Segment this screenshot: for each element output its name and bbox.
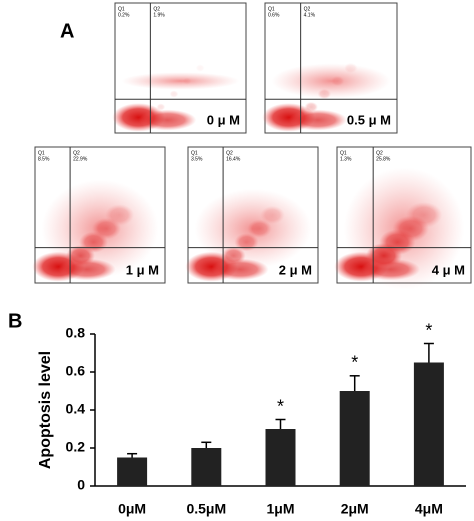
- quadrant-name: Q1: [340, 150, 347, 156]
- bar: [413, 362, 444, 486]
- cell-cloud: [182, 77, 192, 85]
- x-tick-label: 0μM: [118, 501, 146, 517]
- cell-cloud: [288, 109, 347, 131]
- quadrant-percent: 25.8%: [376, 156, 391, 162]
- cell-cloud: [121, 72, 240, 90]
- y-tick-label: 0.2: [66, 439, 86, 455]
- quadrant-percent: 0.2%: [118, 12, 130, 18]
- cell-cloud: [406, 202, 443, 228]
- quadrant-percent: 1.3%: [340, 156, 352, 162]
- quadrant-percent: 1.9%: [153, 12, 165, 18]
- quadrant-percent: 3.5%: [191, 156, 203, 162]
- condition-label: 4 μ M: [432, 262, 465, 277]
- y-tick-label: 0.8: [66, 325, 86, 341]
- condition-label: 2 μ M: [279, 262, 312, 277]
- y-tick-label: 0.4: [66, 401, 86, 417]
- bar: [117, 457, 148, 486]
- quadrant-name: Q1: [191, 150, 198, 156]
- quadrant-name: Q2: [153, 6, 160, 12]
- cell-cloud: [211, 258, 269, 281]
- condition-label: 1 μ M: [126, 262, 159, 277]
- y-tick-label: 0.6: [66, 363, 86, 379]
- cell-cloud: [105, 204, 134, 226]
- panel-label: B: [8, 310, 22, 332]
- cell-cloud: [195, 64, 205, 72]
- quadrant-name: Q2: [376, 150, 383, 156]
- condition-label: 0.5 μ M: [347, 112, 391, 127]
- quadrant-name: Q1: [268, 6, 275, 12]
- panel-label: A: [60, 20, 74, 42]
- cell-cloud: [317, 88, 332, 100]
- cell-cloud: [330, 75, 345, 87]
- cell-cloud: [234, 233, 259, 252]
- quadrant-percent: 0.6%: [268, 12, 280, 18]
- quadrant-name: Q2: [304, 6, 311, 12]
- cell-cloud: [138, 109, 197, 131]
- significance-mark: *: [277, 396, 284, 416]
- cell-cloud: [169, 90, 179, 98]
- bar: [339, 391, 370, 486]
- cell-cloud: [304, 101, 318, 113]
- bar: [191, 448, 222, 486]
- y-tick-label: 0: [77, 477, 85, 493]
- cell-cloud: [344, 62, 358, 74]
- cell-cloud: [260, 205, 285, 225]
- x-tick-label: 2μM: [341, 501, 369, 517]
- quadrant-name: Q1: [38, 150, 45, 156]
- significance-mark: *: [351, 353, 358, 373]
- quadrant-name: Q2: [226, 150, 233, 156]
- condition-label: 0 μ M: [207, 112, 240, 127]
- quadrant-name: Q1: [118, 6, 125, 12]
- quadrant-percent: 22.9%: [73, 156, 88, 162]
- cell-cloud: [156, 103, 166, 111]
- bar: [265, 429, 296, 486]
- quadrant-percent: 16.4%: [226, 156, 241, 162]
- quadrant-percent: 8.5%: [38, 156, 50, 162]
- x-tick-label: 0.5μM: [186, 501, 226, 517]
- quadrant-percent: 4.1%: [304, 12, 316, 18]
- x-tick-label: 4μM: [415, 501, 443, 517]
- quadrant-name: Q2: [73, 150, 80, 156]
- cell-cloud: [221, 246, 246, 265]
- y-axis-label: Apoptosis level: [37, 351, 54, 469]
- cell-cloud: [247, 219, 272, 238]
- significance-mark: *: [425, 320, 432, 340]
- x-tick-label: 1μM: [266, 501, 294, 517]
